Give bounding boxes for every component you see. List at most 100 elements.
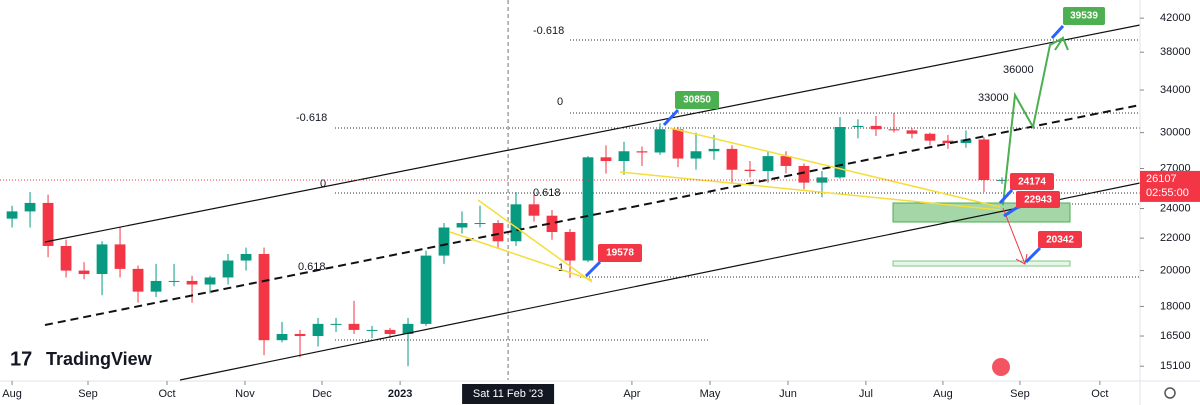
callout xyxy=(1038,231,1082,248)
candle-body xyxy=(474,223,486,225)
level-text: 33000 xyxy=(978,92,1009,104)
callout-pointer xyxy=(998,188,1014,205)
candle-body xyxy=(456,223,468,228)
candle-body xyxy=(888,129,900,131)
candle-body xyxy=(744,169,756,172)
y-tick-label: 18000 xyxy=(1160,300,1191,312)
level-text: 36000 xyxy=(1003,64,1034,76)
fib-label: 0 xyxy=(557,96,563,108)
fib-label: 0 xyxy=(320,178,326,190)
candle-body xyxy=(978,139,990,181)
callout-text: 22943 xyxy=(1024,195,1052,206)
y-tick-label: 34000 xyxy=(1160,84,1191,96)
x-tick-label: 2023 xyxy=(388,388,412,400)
x-tick-label: Dec xyxy=(312,388,332,400)
logo-mark: 17 xyxy=(10,348,32,370)
candles xyxy=(6,112,1008,367)
candle-body xyxy=(114,244,126,269)
wedge-line xyxy=(669,127,1001,208)
candle-body xyxy=(222,260,234,278)
callout-pointer xyxy=(584,260,602,278)
candle-body xyxy=(816,177,828,183)
candle-body xyxy=(690,151,702,159)
x-tick-label: May xyxy=(700,388,721,400)
settings-icon[interactable] xyxy=(1164,387,1176,399)
fib-label: -0.618 xyxy=(533,25,564,37)
callout-pointer xyxy=(1003,205,1019,218)
callout xyxy=(1063,7,1105,25)
wedge-line xyxy=(449,231,593,281)
wedge-line xyxy=(619,171,1001,211)
candle-body xyxy=(42,202,54,246)
candle-body xyxy=(96,244,108,275)
callout-text: 24174 xyxy=(1018,177,1046,188)
candle-body xyxy=(564,232,576,261)
candle-body xyxy=(186,280,198,285)
target-zone xyxy=(892,260,1071,267)
candle-body xyxy=(780,156,792,166)
candle-body xyxy=(870,125,882,130)
channel-lower xyxy=(179,182,1141,381)
countdown: 02:55:00 xyxy=(1146,187,1189,199)
y-tick-label: 16500 xyxy=(1160,330,1191,342)
last-price: 26107 xyxy=(1146,173,1177,185)
y-tick-label: 15100 xyxy=(1160,360,1191,372)
x-tick-label: Jul xyxy=(859,388,873,400)
x-tick-label: Aug xyxy=(2,388,22,400)
candle-body xyxy=(654,129,666,153)
candle-body xyxy=(60,245,72,271)
candle-body xyxy=(438,227,450,256)
candle-body xyxy=(384,329,396,334)
candle-body xyxy=(996,179,1008,181)
projection-up xyxy=(1002,37,1064,206)
candle-body xyxy=(600,157,612,161)
candle-body xyxy=(852,125,864,127)
last-price-box xyxy=(1140,170,1200,202)
y-tick-label: 42000 xyxy=(1160,12,1191,24)
candle-body xyxy=(330,323,342,325)
candle-body xyxy=(294,333,306,337)
callout-pointer xyxy=(662,108,680,127)
channel-middle xyxy=(44,104,1141,326)
channel-upper xyxy=(44,24,1141,243)
y-tick-label: 38000 xyxy=(1160,46,1191,58)
x-tick-label: Sep xyxy=(1010,388,1030,400)
crosshair-label-box xyxy=(462,384,555,404)
logo-text: TradingView xyxy=(46,349,153,369)
candle-body xyxy=(492,223,504,242)
arrow-head xyxy=(1015,253,1028,265)
x-tick-label: Sep xyxy=(78,388,98,400)
candle-body xyxy=(582,157,594,261)
candle-body xyxy=(762,156,774,172)
candle-body xyxy=(924,133,936,141)
candle-body xyxy=(510,204,522,242)
candle-body xyxy=(78,270,90,275)
x-tick-label: Oct xyxy=(1091,388,1108,400)
axis-labels: 1510016500180002000022000240002700030000… xyxy=(2,12,1190,400)
callout xyxy=(1016,191,1060,208)
candle-body xyxy=(942,140,954,143)
candle-body xyxy=(960,139,972,143)
x-tick-label: Aug xyxy=(933,388,953,400)
candle-body xyxy=(834,126,846,178)
callout xyxy=(1010,173,1054,190)
candle-body xyxy=(726,148,738,170)
candle-body xyxy=(420,255,432,324)
candle-body xyxy=(636,151,648,153)
fib-label: -0.618 xyxy=(296,112,327,124)
candle-body xyxy=(672,129,684,159)
candle-body xyxy=(24,202,36,212)
projection-down xyxy=(1002,207,1026,265)
callout-text: 39539 xyxy=(1070,11,1098,22)
candle-body xyxy=(150,280,162,292)
y-tick-label: 30000 xyxy=(1160,127,1191,139)
candle-body xyxy=(618,151,630,161)
candle-body xyxy=(708,148,720,152)
fib-label: 0.618 xyxy=(298,261,326,273)
fib-label: 1 xyxy=(558,262,564,274)
candle-body xyxy=(204,277,216,285)
y-tick-label: 22000 xyxy=(1160,232,1191,244)
callout-text: 19578 xyxy=(606,248,634,259)
event-icon[interactable] xyxy=(992,358,1010,376)
